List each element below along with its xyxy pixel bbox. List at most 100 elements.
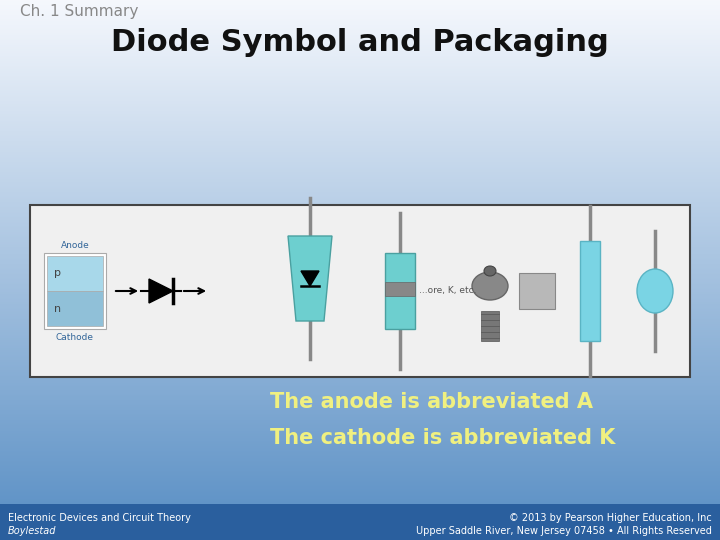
Bar: [0, 470, 720, 471]
Bar: [0, 436, 720, 437]
Bar: [0, 100, 720, 101]
Bar: [0, 79, 720, 81]
Bar: [0, 165, 720, 167]
Bar: [0, 272, 720, 273]
Bar: [0, 278, 720, 279]
Bar: [0, 386, 720, 388]
Bar: [0, 4, 720, 5]
Bar: [0, 462, 720, 463]
Bar: [0, 410, 720, 411]
Bar: [0, 359, 720, 360]
Bar: [0, 395, 720, 396]
Bar: [0, 6, 720, 8]
Bar: [0, 44, 720, 45]
Bar: [0, 235, 720, 236]
Bar: [0, 10, 720, 11]
Bar: [30, 205, 690, 377]
Bar: [0, 163, 720, 164]
Bar: [0, 153, 720, 154]
Bar: [385, 282, 415, 296]
Bar: [0, 212, 720, 213]
Bar: [0, 480, 720, 481]
Bar: [0, 20, 720, 22]
Bar: [0, 220, 720, 221]
Bar: [0, 81, 720, 82]
Bar: [0, 304, 720, 306]
Bar: [0, 26, 720, 28]
Bar: [0, 72, 720, 73]
Text: p: p: [54, 268, 61, 279]
Bar: [0, 503, 720, 504]
Bar: [0, 270, 720, 272]
Bar: [0, 329, 720, 331]
Bar: [0, 337, 720, 339]
Bar: [0, 418, 720, 419]
Bar: [0, 460, 720, 461]
Bar: [0, 495, 720, 496]
Bar: [0, 28, 720, 29]
Bar: [0, 216, 720, 217]
Bar: [0, 14, 720, 15]
Bar: [0, 139, 720, 140]
Bar: [0, 64, 720, 66]
Ellipse shape: [637, 269, 673, 313]
Bar: [0, 202, 720, 203]
Polygon shape: [149, 279, 173, 303]
Bar: [0, 269, 720, 270]
Bar: [0, 461, 720, 462]
Bar: [0, 438, 720, 440]
Bar: [0, 432, 720, 433]
Bar: [0, 116, 720, 117]
Bar: [0, 30, 720, 31]
Bar: [0, 254, 720, 255]
Bar: [0, 452, 720, 453]
Polygon shape: [301, 271, 319, 286]
Bar: [0, 241, 720, 242]
Bar: [0, 91, 720, 92]
Bar: [0, 428, 720, 429]
Bar: [0, 464, 720, 466]
Bar: [0, 193, 720, 194]
Bar: [0, 340, 720, 341]
Bar: [0, 323, 720, 325]
Bar: [0, 423, 720, 424]
Bar: [0, 208, 720, 210]
Bar: [0, 361, 720, 362]
Bar: [0, 123, 720, 124]
Bar: [0, 504, 720, 540]
Bar: [0, 471, 720, 472]
Bar: [0, 19, 720, 20]
Bar: [0, 401, 720, 403]
Bar: [0, 288, 720, 289]
Text: The cathode is abbreviated K: The cathode is abbreviated K: [270, 428, 616, 448]
Bar: [0, 51, 720, 52]
Ellipse shape: [472, 272, 508, 300]
Bar: [0, 138, 720, 139]
Bar: [0, 77, 720, 78]
Bar: [0, 483, 720, 485]
Bar: [0, 230, 720, 231]
Text: Diode Symbol and Packaging: Diode Symbol and Packaging: [111, 28, 609, 57]
Bar: [0, 246, 720, 247]
Bar: [0, 380, 720, 381]
Bar: [0, 309, 720, 310]
Bar: [0, 284, 720, 285]
Bar: [0, 3, 720, 4]
Bar: [0, 404, 720, 405]
Bar: [0, 327, 720, 328]
Bar: [0, 105, 720, 106]
Bar: [0, 39, 720, 40]
Bar: [0, 384, 720, 385]
Bar: [0, 57, 720, 58]
Bar: [0, 31, 720, 33]
Bar: [0, 137, 720, 138]
Bar: [0, 303, 720, 304]
Bar: [0, 194, 720, 195]
Bar: [0, 289, 720, 291]
Bar: [0, 273, 720, 274]
Bar: [0, 293, 720, 294]
Bar: [0, 126, 720, 127]
Bar: [0, 449, 720, 451]
Bar: [0, 317, 720, 318]
Bar: [0, 173, 720, 174]
